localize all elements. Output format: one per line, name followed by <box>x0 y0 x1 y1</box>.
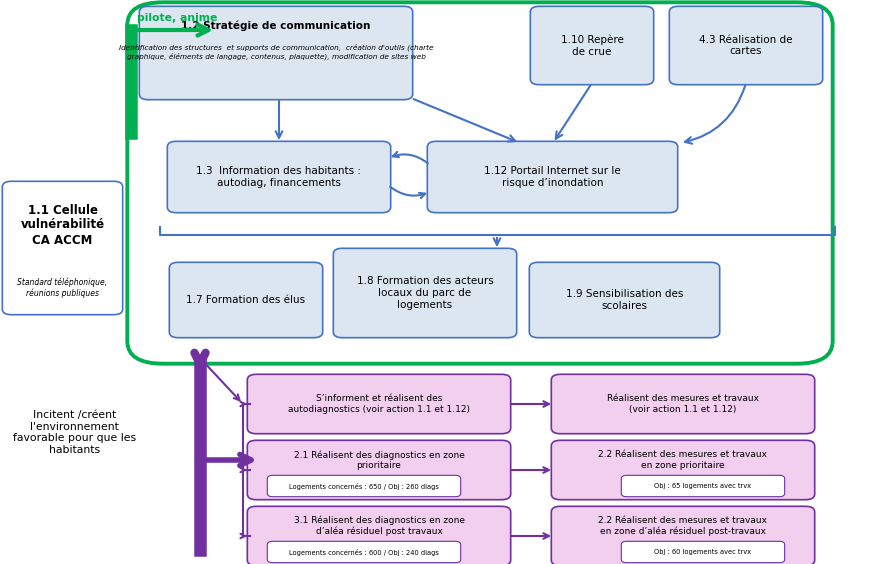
FancyBboxPatch shape <box>247 506 511 564</box>
FancyBboxPatch shape <box>333 248 517 338</box>
Text: 1.10 Repère
de crue: 1.10 Repère de crue <box>561 34 624 56</box>
FancyBboxPatch shape <box>669 6 823 85</box>
Text: 1.2 Stratégie de communication: 1.2 Stratégie de communication <box>181 21 371 31</box>
FancyBboxPatch shape <box>3 181 123 315</box>
Text: 4.3 Réalisation de
cartes: 4.3 Réalisation de cartes <box>699 35 793 56</box>
FancyBboxPatch shape <box>267 541 461 563</box>
FancyBboxPatch shape <box>247 374 511 434</box>
Text: Identification des structures  et supports de communication,  création d'outils : Identification des structures et support… <box>119 44 434 60</box>
FancyBboxPatch shape <box>267 475 461 497</box>
Text: Logements concernés : 600 / Obj : 240 diags: Logements concernés : 600 / Obj : 240 di… <box>289 549 439 556</box>
FancyBboxPatch shape <box>247 440 511 500</box>
Text: 1.8 Formation des acteurs
locaux du parc de
logements: 1.8 Formation des acteurs locaux du parc… <box>357 276 494 310</box>
Text: 1.7 Formation des élus: 1.7 Formation des élus <box>186 295 306 305</box>
FancyBboxPatch shape <box>621 475 785 497</box>
FancyBboxPatch shape <box>551 440 814 500</box>
Text: 1.3  Information des habitants :
autodiag, financements: 1.3 Information des habitants : autodiag… <box>196 166 361 188</box>
Text: 3.1 Réalisent des diagnostics en zone
d’aléa résiduel post travaux: 3.1 Réalisent des diagnostics en zone d’… <box>294 515 464 536</box>
FancyBboxPatch shape <box>168 142 391 213</box>
Text: pilote, anime: pilote, anime <box>137 13 218 23</box>
Text: Obj : 60 logements avec trvx: Obj : 60 logements avec trvx <box>654 549 752 555</box>
Text: 2.2 Réalisent des mesures et travaux
en zone prioritaire: 2.2 Réalisent des mesures et travaux en … <box>599 450 768 470</box>
FancyBboxPatch shape <box>530 262 719 338</box>
Text: Logements concernés : 650 / Obj : 260 diags: Logements concernés : 650 / Obj : 260 di… <box>289 482 439 490</box>
Text: 1.1 Cellule
vulnérabilité
CA ACCM: 1.1 Cellule vulnérabilité CA ACCM <box>21 204 105 246</box>
Text: Standard téléphonique,
réunions publiques: Standard téléphonique, réunions publique… <box>17 277 108 298</box>
FancyBboxPatch shape <box>530 6 654 85</box>
FancyBboxPatch shape <box>139 6 413 100</box>
Text: Réalisent des mesures et travaux
(voir action 1.1 et 1.12): Réalisent des mesures et travaux (voir a… <box>607 394 759 414</box>
Text: Obj : 65 logements avec trvx: Obj : 65 logements avec trvx <box>654 483 752 489</box>
Text: S’informent et réalisent des
autodiagnostics (voir action 1.1 et 1.12): S’informent et réalisent des autodiagnos… <box>288 394 470 414</box>
Text: Incitent /créent
l'environnement
favorable pour que les
habitants: Incitent /créent l'environnement favorab… <box>13 410 136 455</box>
Text: 1.9 Sensibilisation des
scolaires: 1.9 Sensibilisation des scolaires <box>565 289 683 311</box>
FancyBboxPatch shape <box>551 506 814 564</box>
FancyBboxPatch shape <box>427 142 677 213</box>
FancyBboxPatch shape <box>551 374 814 434</box>
FancyBboxPatch shape <box>621 541 785 563</box>
Text: 2.2 Réalisent des mesures et travaux
en zone d’aléa résiduel post-travaux: 2.2 Réalisent des mesures et travaux en … <box>599 516 768 536</box>
FancyBboxPatch shape <box>127 2 832 364</box>
FancyBboxPatch shape <box>169 262 323 338</box>
Text: 1.12 Portail Internet sur le
risque d’inondation: 1.12 Portail Internet sur le risque d’in… <box>484 166 621 188</box>
Text: 2.1 Réalisent des diagnostics en zone
prioritaire: 2.1 Réalisent des diagnostics en zone pr… <box>294 450 464 470</box>
